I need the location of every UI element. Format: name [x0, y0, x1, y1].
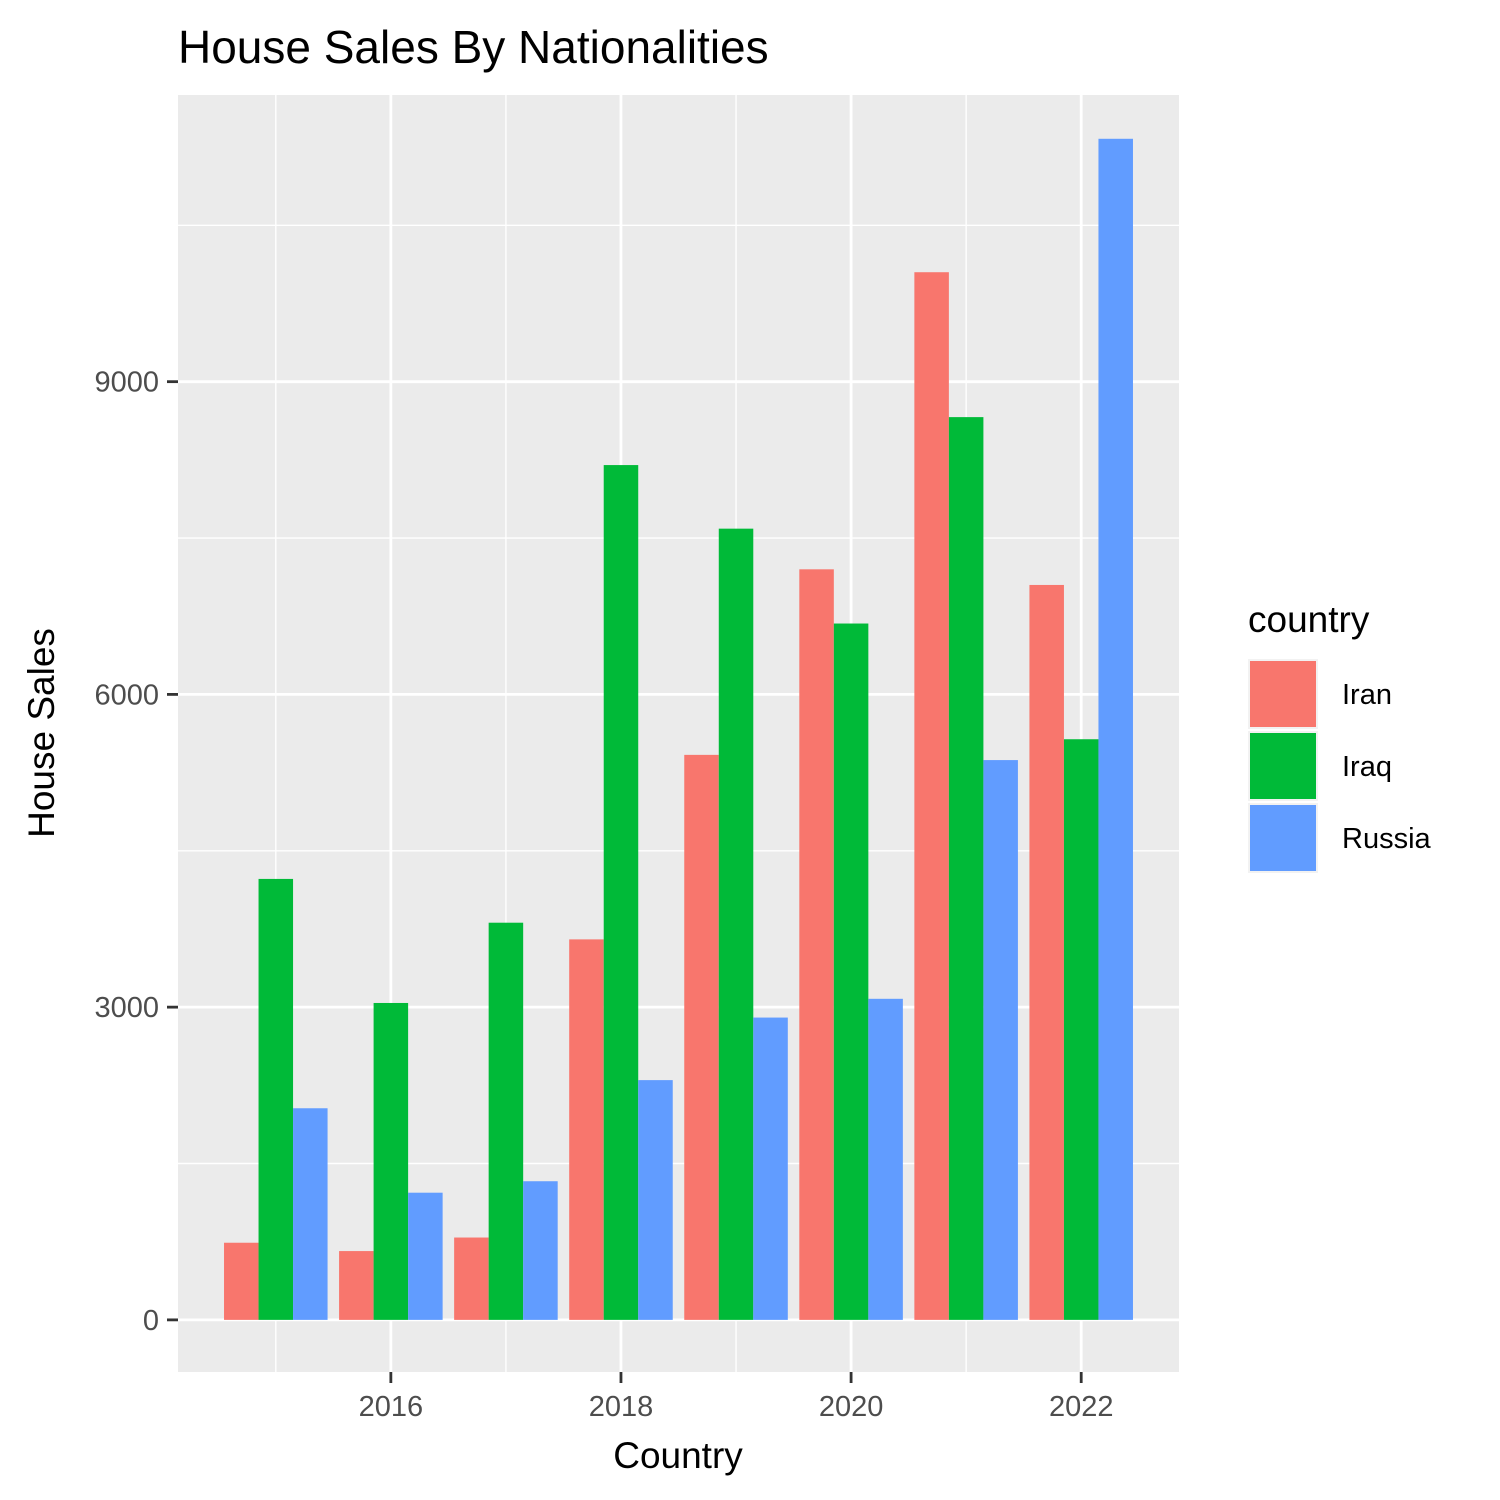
bar-iran-2015 — [224, 1242, 259, 1320]
bar-iraq-2019 — [718, 528, 754, 1320]
bar-russia-2022 — [1098, 138, 1133, 1320]
bar-russia-2017 — [523, 1181, 558, 1320]
bar-iraq-2018 — [603, 465, 639, 1320]
y-tick-label: 0 — [143, 1305, 159, 1337]
legend: country Iran Iraq Russia — [1248, 599, 1432, 873]
legend-key-russia — [1250, 805, 1316, 871]
bar-iraq-2021 — [948, 417, 984, 1320]
legend-label-iraq: Iraq — [1342, 751, 1392, 783]
plot-panel — [178, 95, 1179, 1372]
bar-iran-2019 — [684, 754, 719, 1320]
legend-key-iraq — [1250, 733, 1316, 799]
y-axis-title: House Sales — [21, 628, 62, 838]
bar-russia-2020 — [868, 998, 903, 1320]
bar-iraq-2020 — [833, 623, 869, 1320]
bar-iran-2017 — [454, 1237, 489, 1320]
x-tick-label: 2020 — [819, 1391, 884, 1423]
bar-iran-2020 — [799, 569, 834, 1320]
bar-russia-2018 — [638, 1080, 673, 1320]
bar-iraq-2016 — [373, 1002, 409, 1320]
bar-russia-2016 — [408, 1192, 443, 1320]
x-tick-label: 2018 — [589, 1391, 654, 1423]
x-axis: 2016 2018 2020 2022 — [359, 1372, 1114, 1423]
x-tick-label: 2022 — [1049, 1391, 1114, 1423]
y-tick-label: 9000 — [94, 367, 159, 399]
y-axis: 0 3000 6000 9000 — [94, 367, 178, 1337]
legend-key-iran — [1250, 661, 1316, 727]
x-axis-title: Country — [613, 1435, 743, 1476]
x-tick-label: 2016 — [359, 1391, 424, 1423]
bars — [224, 138, 1133, 1320]
chart-title: House Sales By Nationalities — [178, 21, 769, 73]
legend-label-russia: Russia — [1342, 823, 1432, 855]
bar-iraq-2015 — [258, 878, 294, 1320]
legend-items: Iran Iraq Russia — [1248, 659, 1432, 873]
bar-iraq-2022 — [1063, 739, 1099, 1320]
legend-title: country — [1248, 599, 1370, 640]
bar-iran-2022 — [1029, 584, 1064, 1320]
legend-label-iran: Iran — [1342, 679, 1392, 711]
bar-russia-2015 — [293, 1108, 328, 1320]
bar-iraq-2017 — [488, 922, 524, 1320]
bar-russia-2019 — [753, 1017, 788, 1320]
bar-iran-2021 — [914, 272, 949, 1320]
bar-iran-2016 — [339, 1251, 374, 1320]
y-tick-label: 6000 — [94, 679, 159, 711]
bar-iran-2018 — [569, 939, 604, 1320]
y-tick-label: 3000 — [94, 992, 159, 1024]
bar-russia-2021 — [983, 760, 1018, 1320]
